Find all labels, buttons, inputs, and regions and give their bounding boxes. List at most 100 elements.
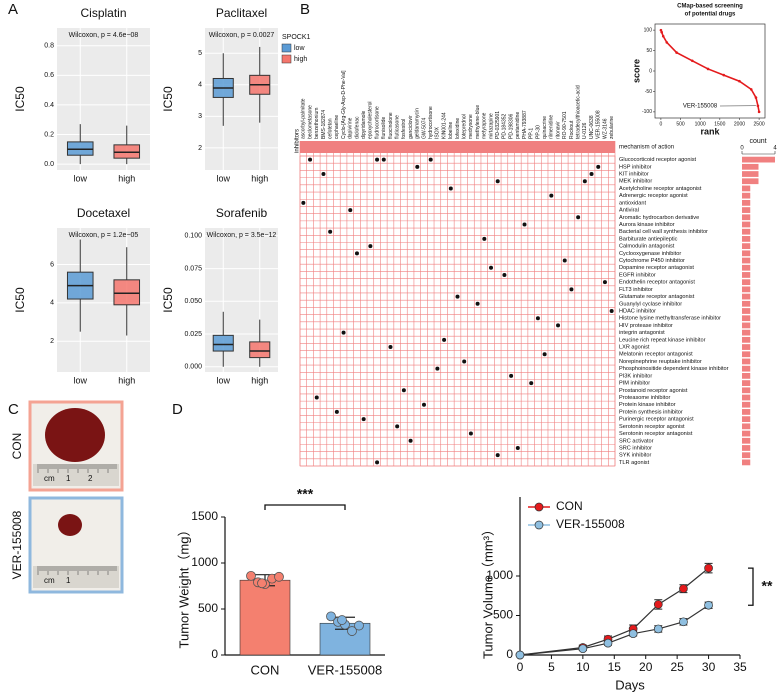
y-tick-label: 4: [198, 82, 202, 89]
row-label: SYK inhibitor: [619, 453, 651, 459]
y-axis-label: IC50: [161, 86, 175, 112]
ruler-label: cm: [44, 576, 55, 585]
count-bar: [742, 300, 751, 307]
column-label: PP-1: [529, 128, 535, 139]
x-tick-label: 35: [733, 660, 747, 674]
column-label: pentamidine: [515, 112, 521, 139]
score-point: [738, 79, 741, 83]
column-label: Cyclo-[Arg-Gly-Asp-D-Phe-Val]: [341, 70, 347, 139]
count-tick-label: 0: [740, 146, 744, 152]
score-point: [675, 51, 678, 54]
column-label: beclometasone: [307, 105, 313, 139]
dot: [482, 236, 487, 241]
row-label: PIM inhibitor: [619, 381, 650, 387]
column-label: fluticasone: [395, 115, 401, 139]
plot-background: [205, 28, 278, 170]
column-label: PHA-793887: [522, 110, 528, 139]
row-label: Aromatic hydrocarbon derivative: [619, 215, 699, 221]
score-point: [706, 67, 710, 71]
count-bar: [742, 401, 751, 408]
x-tick-label: 20: [639, 660, 653, 674]
count-bar: [742, 351, 751, 358]
row-label: FLT3 inhibitor: [619, 287, 653, 293]
count-bar: [742, 178, 759, 185]
score-point: [757, 110, 761, 114]
data-point: [347, 626, 357, 636]
dot: [549, 193, 554, 198]
y-tick-label: 4: [50, 300, 54, 307]
y-tick-label: 0: [211, 647, 218, 661]
dot: [354, 251, 359, 256]
legend-label: CON: [556, 499, 583, 513]
dot: [341, 330, 346, 335]
x-tick-label: 0: [517, 660, 524, 674]
column-label: quinacrine: [542, 116, 548, 139]
annotation: Wilcoxon, p = 3.5e−12: [207, 232, 277, 239]
y-tick-label: -100: [642, 109, 652, 115]
row-label: Endothelin receptor antagonist: [619, 280, 695, 286]
row-label: Cytochrome P450 inhibitor: [619, 258, 685, 264]
score-point: [749, 88, 753, 91]
ruler-label: cm: [44, 474, 55, 483]
column-label: Rockout: [569, 120, 575, 139]
count-bar: [742, 207, 751, 213]
y-tick-label: 2: [50, 338, 54, 345]
dot: [408, 438, 413, 443]
column-label: epoxycholesterol: [368, 101, 374, 139]
data-point: [337, 615, 347, 625]
dot: [401, 388, 406, 393]
chart-title: Docetaxel: [77, 206, 130, 220]
count-bar: [742, 293, 751, 300]
column-label: lobeline: [448, 122, 454, 139]
column-label: hydrocortisone: [428, 106, 434, 139]
significance-bracket: [264, 504, 346, 510]
row-label: Leucine rich repeat kinase inhibitor: [619, 337, 706, 343]
dot: [442, 337, 447, 342]
dot: [556, 323, 561, 328]
dot: [576, 215, 581, 220]
count-tick-label: 4: [773, 146, 777, 152]
row-label: Glutamate receptor antagonist: [619, 294, 695, 300]
y-tick-label: 0.8: [44, 43, 54, 50]
dot: [308, 157, 313, 162]
y-tick-label: 0.4: [44, 102, 54, 109]
x-tick-label: 0: [660, 121, 663, 127]
count-bar: [742, 329, 751, 336]
column-label: ritonavir: [555, 121, 561, 139]
row-label: TLR agonist: [619, 460, 650, 466]
dot: [515, 445, 520, 450]
x-tick-label: 25: [670, 660, 684, 674]
dot: [495, 453, 500, 458]
y-tick-label: 0.000: [184, 364, 202, 371]
score-point: [754, 96, 758, 99]
count-bar: [742, 445, 751, 451]
annotation: Wilcoxon, p = 1.2e−05: [69, 232, 139, 239]
x-tick-label: 15: [608, 660, 622, 674]
column-label: tetradecylthioacetic-acid: [575, 85, 581, 139]
dot: [321, 172, 326, 177]
column-label: dapivirine: [348, 117, 354, 139]
dot: [348, 208, 353, 213]
x-tick-label: high: [251, 173, 268, 183]
dot: [328, 229, 333, 234]
score-point: [722, 73, 726, 77]
dot: [462, 359, 467, 364]
count-bar: [742, 437, 751, 444]
count-bar: [742, 373, 751, 379]
x-tick-label: 10: [576, 660, 590, 674]
x-tick-label: low: [216, 375, 230, 385]
dot: [489, 265, 494, 270]
dot: [589, 172, 594, 177]
dot: [522, 222, 527, 227]
ruler: [33, 566, 119, 588]
annotation: Wilcoxon, p = 0.0027: [209, 32, 275, 39]
row-label: PI3K inhibitor: [619, 373, 652, 379]
column-label: benzethonium: [314, 108, 320, 139]
y-tick-label: 1000: [486, 568, 513, 582]
dot: [301, 200, 306, 205]
column-label: fluocinolone: [388, 112, 394, 139]
count-bar: [742, 387, 751, 394]
legend-title: SPOCK1: [282, 34, 311, 41]
score-point: [691, 59, 694, 63]
